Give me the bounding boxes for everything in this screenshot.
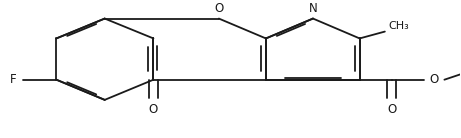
- Text: O: O: [387, 103, 396, 116]
- Text: O: O: [429, 73, 438, 86]
- Text: F: F: [10, 73, 17, 86]
- Text: CH₃: CH₃: [389, 21, 409, 31]
- Text: O: O: [214, 2, 224, 15]
- Text: N: N: [308, 2, 317, 15]
- Text: O: O: [149, 103, 158, 116]
